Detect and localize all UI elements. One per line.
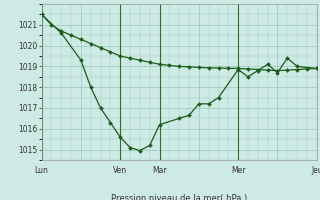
Text: Jeu: Jeu bbox=[311, 166, 320, 175]
Text: Pression niveau de la mer( hPa ): Pression niveau de la mer( hPa ) bbox=[111, 194, 247, 200]
Text: Mar: Mar bbox=[152, 166, 167, 175]
Text: Lun: Lun bbox=[35, 166, 49, 175]
Text: Mer: Mer bbox=[231, 166, 245, 175]
Text: Ven: Ven bbox=[113, 166, 127, 175]
